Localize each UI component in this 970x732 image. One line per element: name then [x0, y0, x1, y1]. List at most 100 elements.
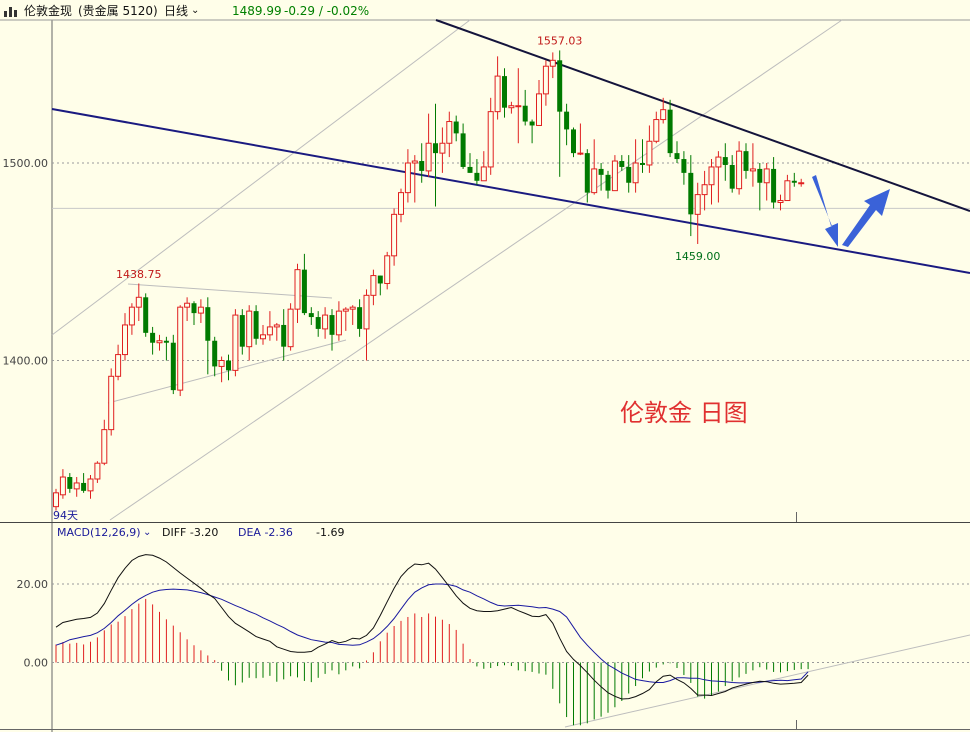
candle-body-up [391, 213, 398, 257]
channel-line-upper [51, 19, 471, 336]
candle-body-up [349, 306, 356, 310]
candle-body-down [226, 360, 231, 371]
candle-body-down [453, 121, 459, 134]
resistance-trend-line [435, 19, 970, 212]
macd-diff-value: DIFF -3.20 [162, 526, 219, 539]
candle-body-up [135, 296, 142, 308]
candle-body-up [577, 152, 584, 155]
candlestick-series [53, 50, 805, 511]
candle-body-down [681, 159, 687, 173]
down-arrow-icon [812, 175, 838, 247]
candle-body-up [591, 168, 598, 194]
macd-indicator-name[interactable]: MACD(12,26,9) [57, 526, 141, 539]
candle-body-down [205, 307, 211, 341]
candle-body-down [640, 163, 645, 165]
candle-body-up [384, 255, 391, 284]
candle-body-down [564, 111, 570, 130]
candle-body-down [143, 297, 149, 333]
candle-body-up [611, 160, 618, 192]
candle-body-up [715, 156, 722, 168]
candle-body-up [363, 294, 370, 330]
candle-body-down [308, 313, 314, 318]
channel-line-lower [109, 19, 843, 521]
candle-body-up [218, 360, 225, 367]
candle-body-down [743, 151, 749, 171]
candle-body-down [722, 157, 728, 165]
candle-body-down [212, 340, 218, 367]
candle-body-down [667, 109, 673, 154]
candle-body-up [94, 462, 101, 480]
candle-body-up [784, 180, 791, 202]
candle-body-down [791, 180, 797, 183]
candle-body-down [674, 153, 680, 160]
candle-body-up [404, 162, 411, 194]
candle-body-down [757, 168, 763, 183]
candle-body-down [598, 168, 604, 175]
candle-body-down [301, 269, 307, 314]
candle-body-up [232, 314, 239, 371]
candle-body-up [542, 65, 549, 95]
candle-body-up [122, 324, 128, 356]
candle-body-up [197, 306, 204, 314]
period-selector[interactable]: 日线 [164, 4, 189, 18]
forecast-arrows [812, 175, 890, 247]
candle-body-up [749, 168, 756, 172]
dea-line [55, 583, 809, 684]
candle-body-down [571, 129, 576, 154]
price-change: -0.29 / -0.02% [284, 4, 370, 18]
candle-body-up [549, 59, 556, 67]
candle-body-down [253, 311, 259, 339]
macd-series [55, 554, 809, 726]
candle-body-down [163, 340, 169, 343]
candle-body-down [67, 477, 73, 489]
candle-body-up [73, 482, 80, 490]
candle-body-down [729, 164, 735, 189]
candle-body-down [626, 166, 632, 183]
price-tick-label: 1500.00 [3, 157, 49, 170]
candle-body-down [170, 342, 176, 391]
candle-body-up [777, 200, 784, 203]
candle-body-up [294, 269, 301, 310]
candle-body-up [480, 166, 487, 182]
candle-body-up [508, 105, 515, 109]
candle-body-up [411, 160, 418, 164]
up-arrow-icon [842, 189, 890, 247]
candle-body-up [446, 121, 453, 144]
macd-tick-label: 0.00 [24, 657, 49, 670]
macd-chevron-down-icon[interactable]: ⌄ [143, 527, 152, 538]
price-tick-label: 1400.00 [3, 355, 49, 368]
candle-body-up [101, 429, 108, 464]
candle-body-up [515, 105, 522, 108]
candle-body-up [487, 111, 494, 168]
candle-body-up [701, 184, 708, 196]
candle-body-down [605, 174, 611, 191]
trend-lines [51, 19, 970, 728]
candle-body-down [239, 315, 245, 347]
candle-body-up [115, 354, 122, 377]
candle-body-down [460, 133, 466, 167]
candle-body-down [419, 161, 425, 171]
triangle-line-lower [107, 339, 347, 404]
candle-body-up [632, 162, 639, 184]
chart-type-icon[interactable] [4, 5, 19, 17]
candle-body-up [156, 340, 163, 344]
candle-body-up [128, 306, 135, 326]
candle-body-up [87, 478, 94, 492]
macd-grid [52, 583, 970, 663]
candle-body-up [536, 93, 542, 126]
candle-body-down [688, 172, 694, 215]
price-highlight-label: 1557.03 [537, 34, 583, 47]
candle-body-up [53, 492, 59, 508]
diff-line [55, 554, 809, 700]
macd-histogram-value: -1.69 [316, 526, 345, 539]
chevron-down-icon[interactable]: ⌄ [191, 5, 200, 16]
bottom-date-label: 94天 [53, 509, 78, 522]
support-trend-line [51, 108, 970, 274]
candle-body-up [59, 476, 66, 496]
candle-body-down [315, 317, 321, 329]
market-info: (贵金属 5120) [78, 4, 158, 18]
candle-body-up [653, 119, 660, 142]
candle-body-up [322, 314, 329, 330]
